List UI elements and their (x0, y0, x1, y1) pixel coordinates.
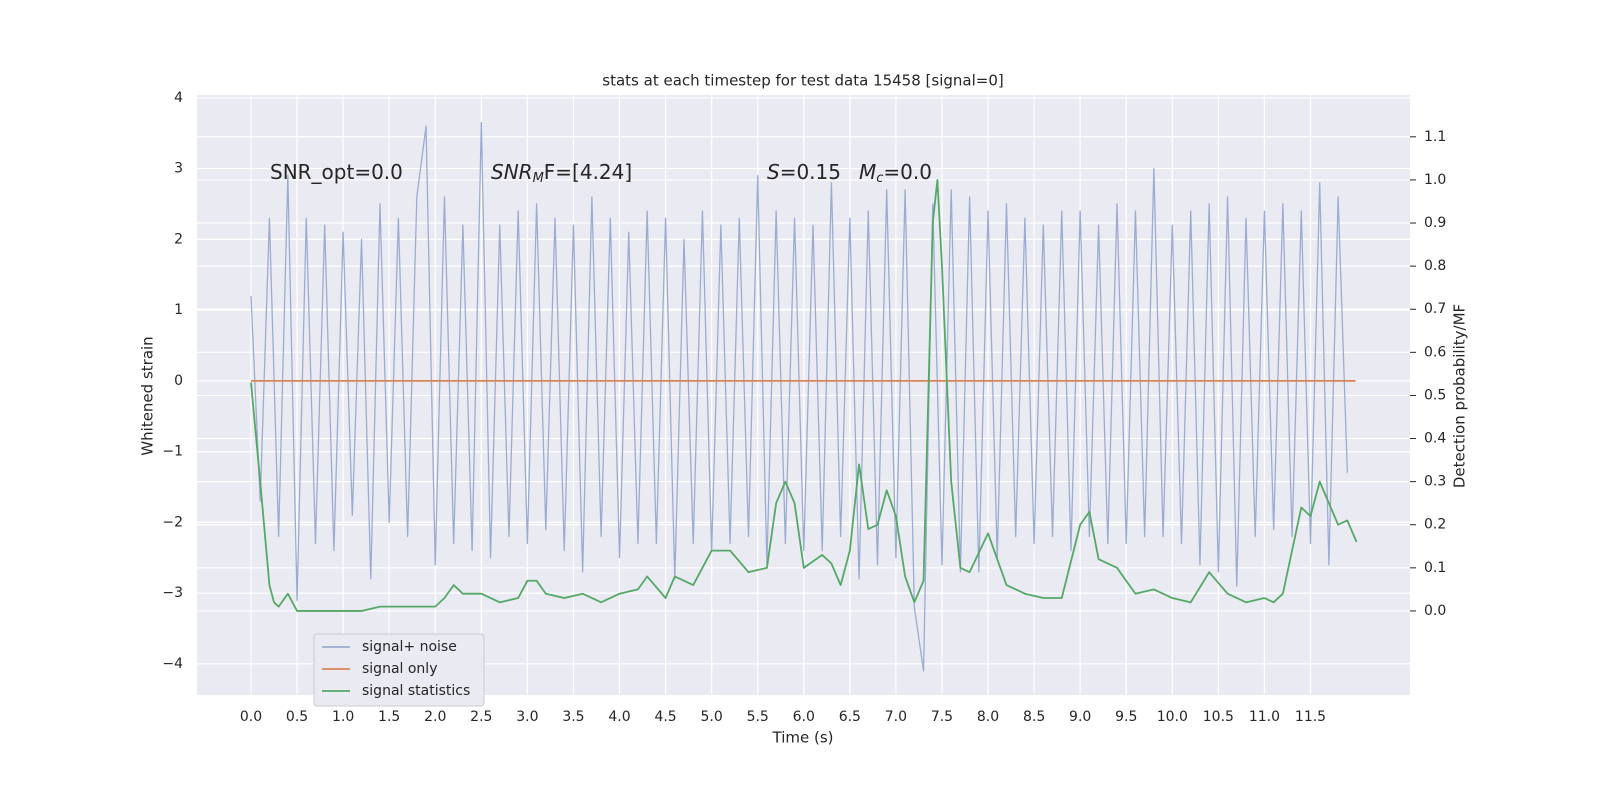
y2-tick-label: 1.1 (1424, 129, 1446, 145)
x-tick-label: 0.0 (240, 709, 262, 725)
legend-label: signal only (362, 661, 437, 677)
x-tick-label: 6.5 (839, 709, 861, 725)
annotation-part: M (859, 160, 876, 184)
y-tick-label: 1 (174, 302, 183, 318)
x-tick-label: 5.5 (747, 709, 769, 725)
annotation: SNR_opt=0.0 (270, 160, 403, 184)
x-tick-label: 10.0 (1157, 709, 1188, 725)
x-axis-label: Time (s) (772, 729, 834, 747)
annotation-part: =0.0 (883, 160, 932, 184)
annotation: Mc=0.0 (859, 160, 932, 186)
x-tick-label: 9.5 (1115, 709, 1137, 725)
x-tick-label: 5.0 (701, 709, 723, 725)
legend-label: signal+ noise (362, 639, 457, 655)
y2-tick-label: 0.9 (1424, 215, 1446, 231)
annotation: S=0.15 (767, 160, 841, 184)
annotation: SNRMF=[4.24] (491, 160, 632, 186)
y2-tick-label: 0.2 (1424, 517, 1446, 533)
x-tick-label: 1.5 (378, 709, 400, 725)
annotation-part: M (533, 171, 544, 186)
annotation-part: c (876, 171, 883, 186)
y2-tick-label: 0.4 (1424, 431, 1446, 447)
legend-box (313, 633, 485, 707)
x-tick-label: 3.0 (516, 709, 538, 725)
x-tick-label: 0.5 (286, 709, 308, 725)
x-tick-label: 1.0 (332, 709, 354, 725)
y-tick-label: −3 (162, 585, 183, 601)
x-tick-label: 3.5 (562, 709, 584, 725)
y2-tick-label: 0.6 (1424, 344, 1446, 360)
x-tick-label: 11.5 (1295, 709, 1326, 725)
annotation-part: SNR (491, 160, 533, 184)
annotation-part: =0.15 (780, 160, 841, 184)
legend: signal+ noise signal only signal statistic… (313, 633, 485, 707)
legend-label: signal statistics (362, 683, 470, 699)
y2-tick-label: 0.7 (1424, 301, 1446, 317)
y-tick-label: 4 (174, 90, 183, 106)
y-tick-label: 3 (174, 161, 183, 177)
x-tick-label: 10.5 (1203, 709, 1234, 725)
x-tick-label: 7.5 (931, 709, 953, 725)
y2-tick-label: 0.5 (1424, 387, 1446, 403)
y-tick-label: −1 (162, 444, 183, 460)
y-tick-label: 2 (174, 231, 183, 247)
series-line (250, 121, 1348, 672)
x-tick-label: 11.0 (1249, 709, 1280, 725)
x-tick-label: 7.0 (885, 709, 907, 725)
y2-tick-label: 0.0 (1424, 603, 1446, 619)
x-tick-label: 2.0 (424, 709, 446, 725)
chart-title: stats at each timestep for test data 154… (602, 72, 1003, 90)
annotation-part: SNR_opt=0.0 (270, 160, 403, 184)
x-tick-label: 4.5 (654, 709, 676, 725)
y2-axis-label: Detection probability/MF (1451, 304, 1469, 488)
x-tick-label: 8.0 (977, 709, 999, 725)
x-tick-label: 4.0 (608, 709, 630, 725)
series-line (250, 179, 1358, 612)
y-tick-label: −4 (162, 656, 183, 672)
annotation-part: S (767, 160, 780, 184)
x-tick-label: 6.0 (793, 709, 815, 725)
y-axis-label: Whitened strain (139, 336, 157, 455)
y-tick-label: −2 (162, 514, 183, 530)
y2-tick-label: 1.0 (1424, 172, 1446, 188)
annotation-part: F=[4.24] (544, 160, 632, 184)
y-tick-label: 0 (174, 373, 183, 389)
x-tick-label: 8.5 (1023, 709, 1045, 725)
x-tick-label: 2.5 (470, 709, 492, 725)
y2-tick-label: 0.8 (1424, 258, 1446, 274)
y2-tick-label: 0.3 (1424, 474, 1446, 490)
y2-tick-label: 0.1 (1424, 560, 1446, 576)
x-tick-label: 9.0 (1069, 709, 1091, 725)
